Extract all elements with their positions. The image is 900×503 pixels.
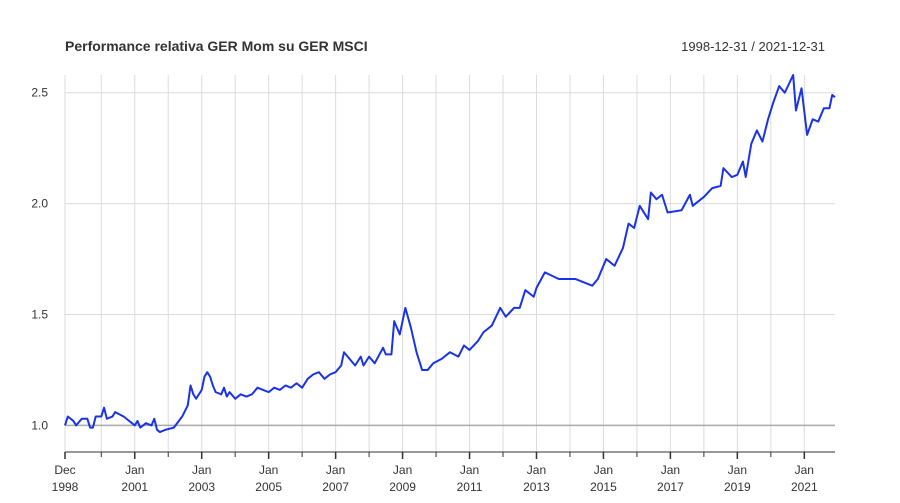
x-tick-label-line: Jan [125,463,144,477]
y-tick-label: 2.0 [31,197,48,211]
x-tick-label-line: 2017 [657,480,684,494]
data-line [64,74,836,434]
x-tick-label: Jan 2003 [188,463,215,494]
x-tick-label: Jan 2013 [523,463,550,494]
y-tick-label: 2.5 [31,86,48,100]
x-tick-label: Jan 2001 [121,463,148,494]
y-tick-label: 1.0 [31,418,48,432]
x-tick-label-line: Jan [728,463,747,477]
x-tick-label-line: Jan [594,463,613,477]
x-tick-label-line: Jan [259,463,278,477]
x-tick-label-line: 2013 [523,480,550,494]
x-tick-label-line: Jan [192,463,211,477]
x-tick-label: Jan 2005 [255,463,282,494]
x-tick-label-line: 2007 [322,480,349,494]
x-tick-label-line: Jan [661,463,680,477]
x-tick-label-line: 2011 [457,480,483,494]
x-tick-label-line: Jan [326,463,345,477]
x-tick-label-line: Jan [527,463,546,477]
x-tick-label-line: 2001 [121,480,148,494]
x-tick-label-line: Jan [795,463,814,477]
x-tick-label-line: 2019 [724,480,751,494]
chart-title: Performance relativa GER Mom su GER MSCI [65,38,368,54]
x-tick-label: Jan 2017 [657,463,684,494]
x-tick-label-line: 2003 [188,480,215,494]
x-tick-label-line: Jan [460,463,479,477]
x-tick-label-line: 2015 [590,480,617,494]
x-tick-label: Dec 1998 [52,463,79,494]
x-tick-label-line: 2005 [255,480,282,494]
y-tick-label: 1.5 [31,308,48,322]
x-tick-label: Jan 2021 [791,463,818,494]
date-range: 1998-12-31 / 2021-12-31 [681,39,825,54]
x-tick-label: Jan 2015 [590,463,617,494]
x-tick-label: Jan 2009 [389,463,416,494]
x-tick-label-line: 2021 [791,480,818,494]
x-tick-label-line: 2009 [389,480,416,494]
x-tick-label-line: 1998 [52,480,79,494]
x-tick-label-line: Jan [393,463,412,477]
x-tick-label: Jan 2011 [457,463,483,494]
x-tick-label: Jan 2019 [724,463,751,494]
x-tick-label: Jan 2007 [322,463,349,494]
x-tick-label-line: Dec [54,463,75,477]
